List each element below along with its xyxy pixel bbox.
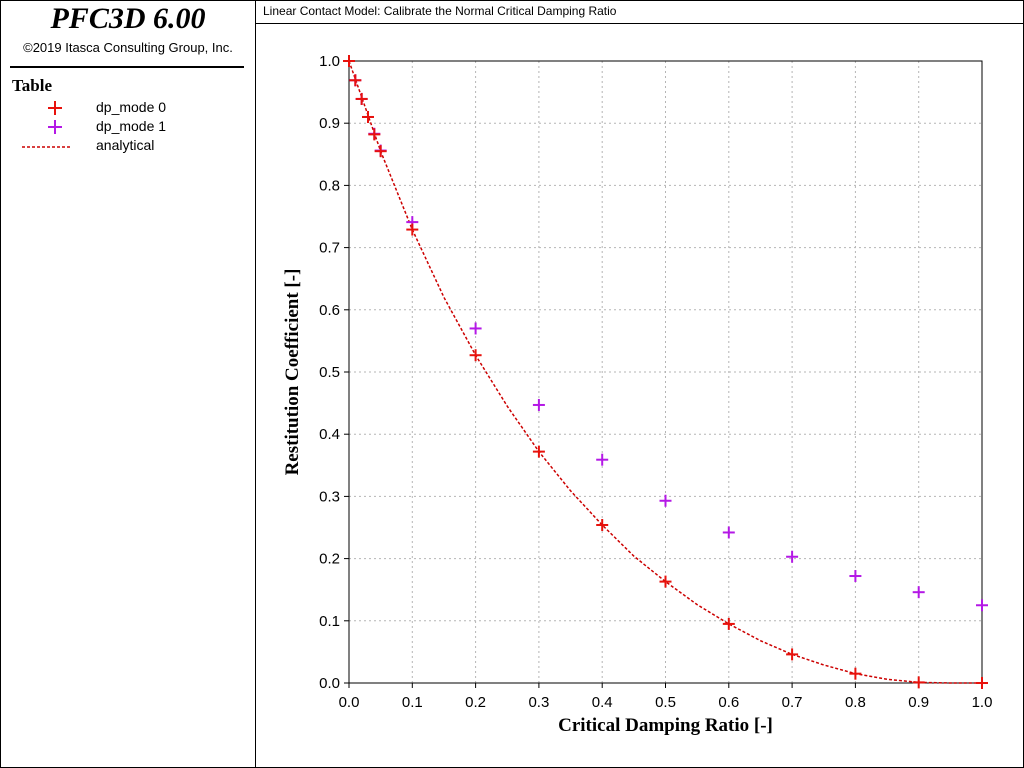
plot-header: Linear Contact Model: Calibrate the Norm…: [256, 0, 1023, 24]
copyright-text: ©2019 Itasca Consulting Group, Inc.: [23, 40, 233, 55]
x-tick-label: 0.9: [908, 694, 929, 711]
y-tick-label: 1.0: [319, 53, 340, 70]
data-point-dp_mode-0: [355, 92, 368, 105]
legend-title: Table: [12, 76, 53, 95]
data-point-dp_mode-0: [368, 128, 381, 141]
axis-ticks: 0.0 0.1 0.2 0.3 0.4 0.5 0.6 0.7 0.8 0.9 1.0 0.0 0.1 0…: [319, 53, 992, 711]
y-tick-label: 0.3: [319, 488, 340, 505]
series-line-analytical: [348, 60, 982, 684]
data-point-dp_mode-0: [722, 617, 735, 630]
legend-panel: PFC3D 6.00 ©2019 Itasca Consulting Group…: [0, 0, 256, 768]
data-point-dp_mode-0: [596, 519, 609, 532]
divider: [10, 66, 244, 68]
data-point-dp_mode-1: [976, 599, 988, 612]
x-tick-label: 0.6: [718, 694, 739, 711]
data-point-dp_mode-1: [912, 586, 925, 599]
legend-label: dp_mode 1: [96, 118, 167, 134]
data-point-dp_mode-0: [469, 349, 482, 362]
plot-title: Linear Contact Model: Calibrate the Norm…: [263, 4, 617, 18]
x-axis-title: Critical Damping Ratio [-]: [558, 715, 773, 736]
x-tick-label: 0.3: [528, 694, 549, 711]
y-tick-label: 0.7: [319, 240, 340, 257]
data-point-dp_mode-0: [659, 575, 672, 588]
x-tick-label: 0.7: [782, 694, 803, 711]
data-point-dp_mode-1: [849, 570, 862, 583]
plus-marker-icon: [48, 120, 62, 134]
grid-lines: [349, 61, 982, 683]
data-point-dp_mode-1: [532, 398, 545, 411]
data-point-dp_mode-1: [659, 494, 672, 507]
legend-label: dp_mode 0: [96, 99, 167, 115]
data-point-dp_mode-0: [361, 110, 374, 123]
data-point-dp_mode-0: [849, 667, 862, 680]
x-tick-label: 0.0: [339, 694, 360, 711]
data-point-dp_mode-1: [722, 526, 735, 539]
data-point-dp_mode-0: [343, 55, 355, 67]
data-point-dp_mode-0: [532, 445, 545, 458]
x-tick-label: 0.5: [655, 694, 676, 711]
legend-item-dp-mode-1: dp_mode 1: [0, 117, 256, 137]
y-tick-label: 0.8: [319, 177, 340, 194]
app-title: PFC3D 6.00: [50, 2, 206, 35]
y-tick-label: 0.2: [319, 551, 340, 568]
x-tick-label: 0.1: [402, 694, 423, 711]
legend-label: analytical: [96, 137, 155, 153]
data-point-dp_mode-0: [912, 676, 925, 689]
x-tick-label: 1.0: [972, 694, 993, 711]
data-point-dp_mode-1: [596, 453, 609, 466]
data-point-dp_mode-0: [976, 677, 988, 689]
plus-marker-icon: [48, 101, 62, 115]
y-tick-label: 0.5: [319, 364, 340, 381]
y-tick-label: 0.6: [319, 302, 340, 319]
y-tick-label: 0.9: [319, 115, 340, 132]
series-layer: [343, 55, 988, 689]
data-point-dp_mode-1: [469, 322, 482, 335]
data-point-dp_mode-1: [786, 550, 799, 563]
dashed-line-icon: [22, 146, 72, 148]
x-tick-label: 0.8: [845, 694, 866, 711]
data-point-dp_mode-0: [406, 223, 419, 236]
x-tick-label: 0.2: [465, 694, 486, 711]
y-tick-label: 0.1: [319, 613, 340, 630]
data-point-dp_mode-0: [374, 145, 387, 158]
scatter-chart: 0.0 0.1 0.2 0.3 0.4 0.5 0.6 0.7 0.8 0.9 1.0 0.0 0.1 0…: [282, 53, 992, 736]
y-tick-label: 0.4: [319, 426, 340, 443]
y-axis-title: Restitution Coefficient [-]: [282, 269, 303, 476]
y-tick-label: 0.0: [319, 675, 340, 692]
legend-item-dp-mode-0: dp_mode 0: [0, 98, 256, 118]
data-point-dp_mode-0: [786, 648, 799, 661]
legend-item-analytical: analytical: [0, 136, 256, 156]
data-point-dp_mode-0: [349, 74, 362, 87]
x-tick-label: 0.4: [592, 694, 613, 711]
